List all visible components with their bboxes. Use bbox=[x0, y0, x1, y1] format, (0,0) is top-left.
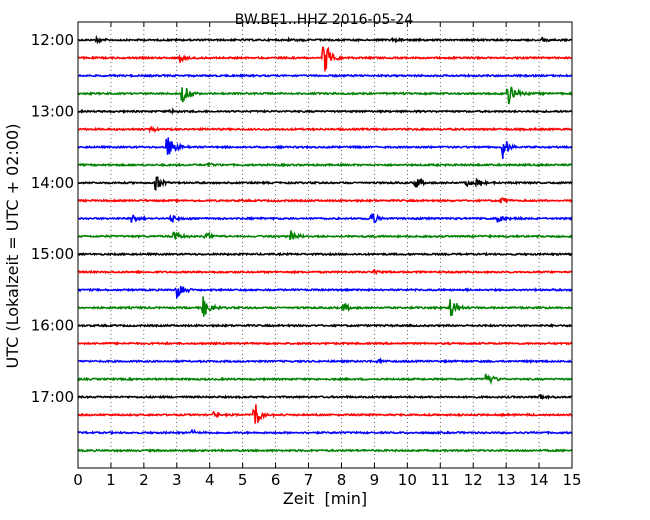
x-tick-label: 0 bbox=[73, 471, 83, 489]
x-tick-label: 11 bbox=[431, 471, 450, 489]
plot-frame bbox=[77, 21, 573, 469]
chart-title: BW.BE1..HHZ 2016-05-24 bbox=[235, 12, 414, 28]
trace-line bbox=[77, 213, 573, 224]
x-tick-label: 3 bbox=[172, 471, 182, 489]
x-tick-label: 15 bbox=[562, 471, 581, 489]
trace-line bbox=[77, 197, 573, 204]
trace-line bbox=[77, 285, 573, 299]
y-tick-label: 12:00 bbox=[31, 31, 74, 49]
trace-line bbox=[77, 323, 573, 329]
x-tick-label: 7 bbox=[304, 471, 314, 489]
x-tick-label: 8 bbox=[337, 471, 347, 489]
trace-line bbox=[77, 251, 573, 257]
x-tick-label: 9 bbox=[370, 471, 380, 489]
y-tick-label: 13:00 bbox=[31, 102, 74, 120]
trace-line bbox=[77, 448, 573, 453]
x-tick-label: 13 bbox=[497, 471, 516, 489]
x-tick-label: 2 bbox=[139, 471, 149, 489]
trace-line bbox=[77, 125, 573, 134]
trace-line bbox=[77, 373, 573, 386]
y-tick-label: 15:00 bbox=[31, 245, 74, 263]
trace-line bbox=[77, 404, 573, 424]
x-axis-ticks: 0 1 2 3 4 5 6 7 8 9 10 11 12 13 14 15 bbox=[73, 22, 582, 489]
x-tick-label: 10 bbox=[398, 471, 417, 489]
x-axis-label: Zeit [min] bbox=[283, 489, 367, 508]
y-tick-label: 16:00 bbox=[31, 317, 74, 335]
trace-line bbox=[77, 428, 573, 436]
y-axis-label: UTC (Lokalzeit = UTC + 02:00) bbox=[3, 124, 22, 369]
y-tick-label: 17:00 bbox=[31, 388, 74, 406]
trace-line bbox=[77, 73, 573, 79]
x-tick-label: 5 bbox=[238, 471, 248, 489]
x-tick-label: 12 bbox=[464, 471, 483, 489]
trace-line bbox=[77, 176, 573, 192]
trace-line bbox=[77, 162, 573, 168]
trace-lines bbox=[77, 34, 573, 453]
y-tick-label: 14:00 bbox=[31, 174, 74, 192]
x-tick-label: 14 bbox=[530, 471, 549, 489]
x-tick-label: 1 bbox=[106, 471, 116, 489]
trace-line bbox=[77, 296, 573, 317]
trace-line bbox=[77, 268, 573, 276]
x-tick-label: 4 bbox=[205, 471, 215, 489]
trace-line bbox=[77, 356, 573, 364]
y-axis-ticks: 12:00 13:00 14:00 15:00 16:00 17:00 bbox=[31, 31, 83, 406]
trace-line bbox=[77, 34, 573, 45]
trace-line bbox=[77, 107, 573, 116]
trace-line bbox=[77, 393, 573, 401]
grid-lines bbox=[110, 22, 540, 468]
trace-line bbox=[77, 230, 573, 240]
x-tick-label: 6 bbox=[271, 471, 281, 489]
trace-line bbox=[77, 341, 573, 346]
trace-line bbox=[77, 86, 573, 105]
trace-line bbox=[77, 46, 573, 72]
trace-line bbox=[77, 137, 573, 159]
